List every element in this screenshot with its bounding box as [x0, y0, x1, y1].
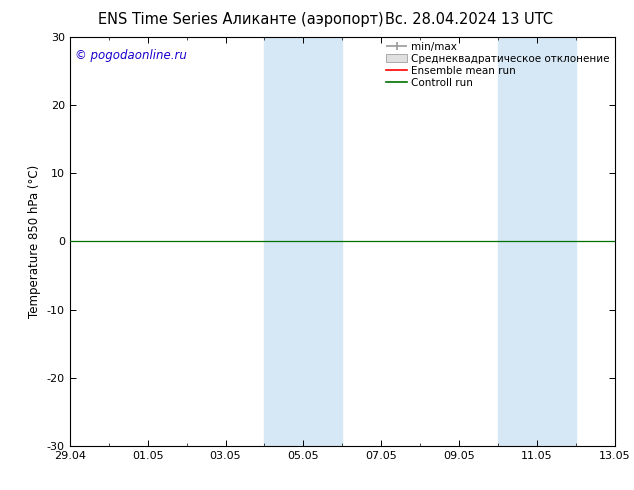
Bar	[537, 37, 576, 446]
Bar	[264, 37, 304, 446]
Bar	[498, 37, 537, 446]
Text: Вс. 28.04.2024 13 UTC: Вс. 28.04.2024 13 UTC	[385, 12, 553, 27]
Legend: min/max, Среднеквадратическое отклонение, Ensemble mean run, Controll run: min/max, Среднеквадратическое отклонение…	[384, 40, 612, 90]
Text: ENS Time Series Аликанте (аэропорт): ENS Time Series Аликанте (аэропорт)	[98, 12, 384, 27]
Bar	[304, 37, 342, 446]
Text: © pogodaonline.ru: © pogodaonline.ru	[75, 49, 187, 62]
Y-axis label: Temperature 850 hPa (°C): Temperature 850 hPa (°C)	[28, 165, 41, 318]
